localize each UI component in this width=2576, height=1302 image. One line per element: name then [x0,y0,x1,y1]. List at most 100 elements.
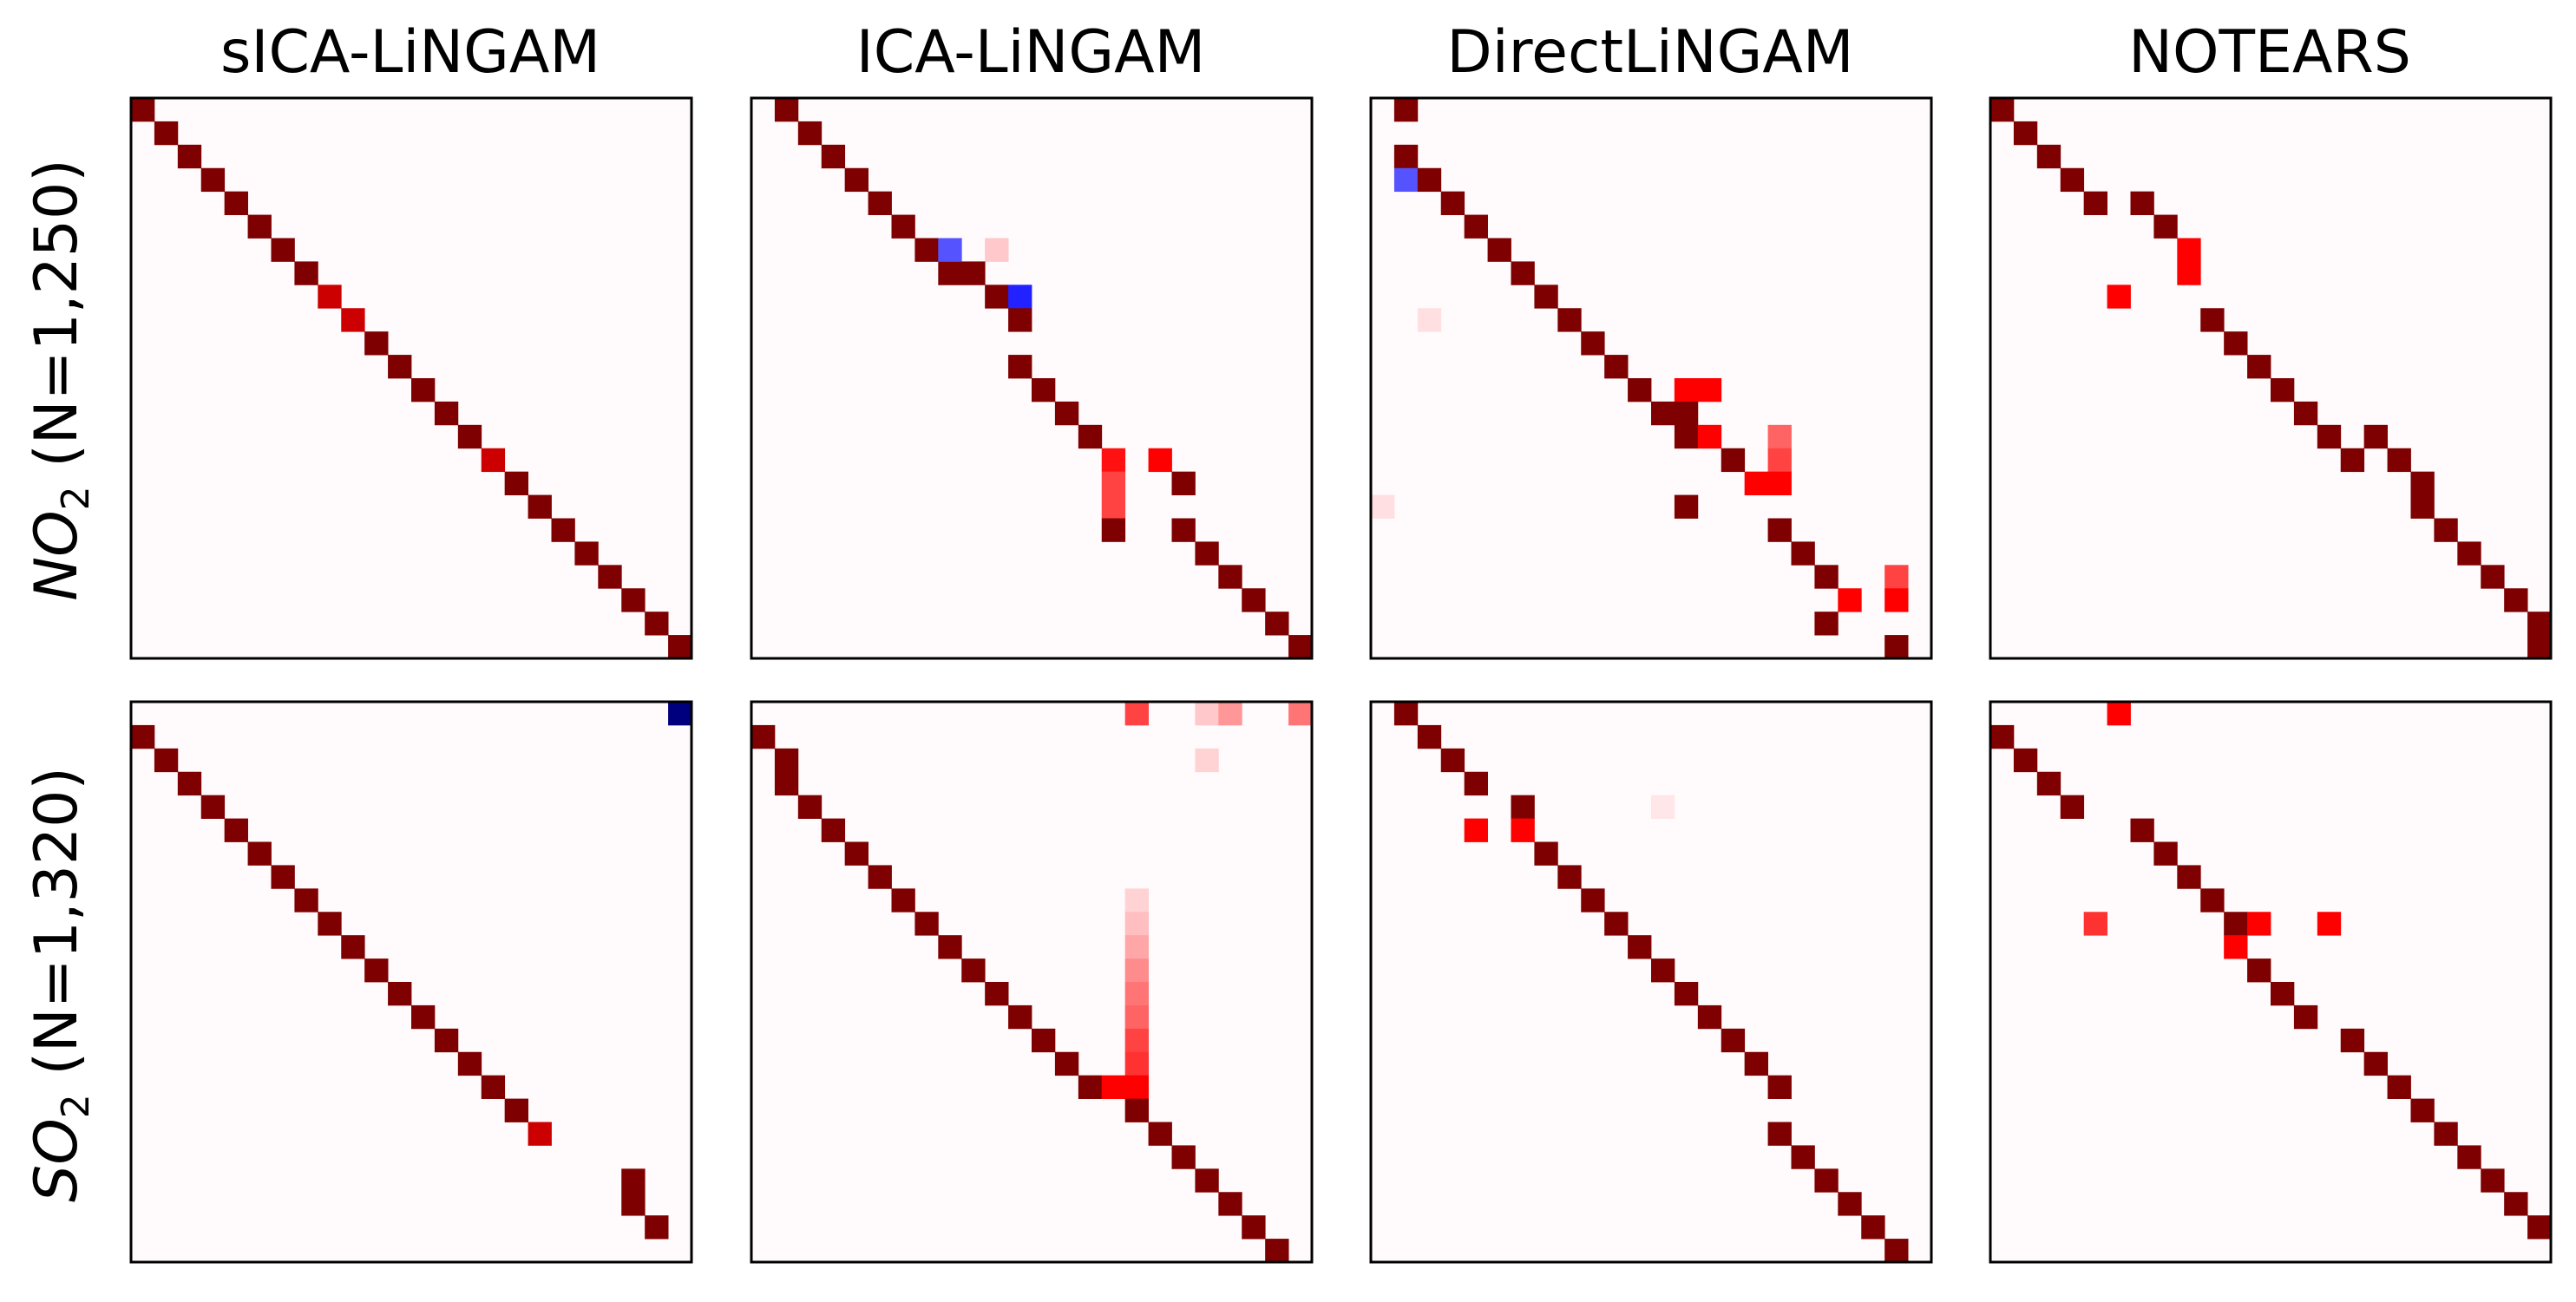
heatmap-cell [154,121,179,146]
heatmap-cell [200,795,226,819]
heatmap-cell [2387,1075,2411,1099]
heatmap-cell [1218,565,1242,589]
heatmap-cell [2013,121,2038,146]
panel-frame [750,96,1314,660]
heatmap-cell [868,865,892,889]
heatmap-cell [1674,494,1699,519]
heatmap-cell [1008,308,1032,332]
heatmap-cell [200,167,226,193]
heatmap-cell [1487,238,1511,262]
heatmap-cell [1674,378,1699,402]
heatmap-cell [1464,771,1488,796]
heatmap-panel-0-2 [1369,96,1933,660]
heatmap-cell [1674,982,1699,1006]
heatmap-cell [2504,588,2528,612]
heatmap-cell [1101,1075,1126,1099]
heatmap-cell [1791,1145,1815,1169]
panel-frame [1369,96,1933,660]
heatmap-cell [1511,818,1535,842]
panel-frame [1369,700,1933,1264]
heatmap-panel-1-1 [750,700,1314,1264]
heatmap-cell [797,121,823,146]
heatmap-cell [1288,635,1313,659]
heatmap-cell [1990,98,2015,122]
heatmap-cell [2410,1098,2435,1122]
heatmap-cell [434,401,459,426]
heatmap-cell [411,1004,436,1030]
heatmap-cell [411,378,436,402]
heatmap-cell [2247,959,2271,983]
heatmap-cell [2457,1145,2481,1169]
heatmap-cell [2177,238,2201,262]
heatmap-cell [1767,448,1792,473]
heatmap-cell [1393,167,1419,193]
heatmap-cell [844,167,868,193]
heatmap-cell [2527,1215,2552,1240]
heatmap-cell [1767,1122,1792,1146]
heatmap-cell [2153,214,2178,239]
heatmap-cell [914,912,939,936]
heatmap-cell [224,818,248,842]
heatmap-cell [2434,1122,2458,1146]
heatmap-cell [1195,748,1219,773]
heatmap-panel-0-1 [750,96,1314,660]
heatmap-cell [1464,214,1488,239]
heatmap-cell [1604,355,1629,379]
heatmap-cell [1101,448,1126,473]
heatmap-cell [294,888,318,913]
heatmap-cell [1884,565,1909,589]
heatmap-cell [1124,1075,1149,1099]
column-title-ica-lingam: ICA-LiNGAM [856,18,1206,87]
heatmap-cell [1651,401,1675,426]
heatmap-cell [1440,748,1465,773]
heatmap-cell [1721,1028,1746,1053]
heatmap-cell [341,935,365,959]
heatmap-cell [621,588,646,612]
heatmap-cell [247,214,272,239]
heatmap-cell [2060,167,2085,193]
heatmap-cell [2271,982,2295,1006]
heatmap-cell [2363,424,2388,449]
heatmap-cell [1008,355,1032,379]
heatmap-cell [177,771,202,796]
heatmap-cell [528,1122,552,1146]
heatmap-cell [388,355,412,379]
column-title-notears: NOTEARS [2128,18,2411,87]
heatmap-cell [2317,912,2342,936]
heatmap-cell [1171,518,1196,542]
row-label-so2-chemical: SO [23,1118,91,1202]
heatmap-cell [294,261,318,285]
heatmap-cell [504,1098,528,1122]
heatmap-cell [1195,702,1219,726]
panel-frame [129,700,693,1264]
heatmap-cell [2036,771,2061,796]
heatmap-cell [154,748,179,773]
heatmap-cell [1814,565,1839,589]
heatmap-cell [1861,1215,1885,1240]
heatmap-cell [177,144,202,169]
heatmap-cell [774,771,799,796]
heatmap-cell [774,748,799,773]
heatmap-cell [2527,612,2552,636]
heatmap-cell [2130,191,2154,215]
heatmap-cell [2083,191,2107,215]
heatmap-cell [2271,378,2295,402]
heatmap-cell [1124,912,1149,936]
heatmap-cell [1265,1239,1289,1263]
heatmap-cell [1124,959,1149,983]
heatmap-cell [1171,471,1196,495]
panel-frame [129,96,693,660]
heatmap-cell [2200,888,2225,913]
heatmap-cell [1721,448,1746,473]
heatmap-cell [2153,841,2178,866]
heatmap-cell [1008,1004,1032,1030]
heatmap-cell [1628,378,1652,402]
heatmap-cell [2363,1051,2388,1076]
heatmap-cell [1464,818,1488,842]
heatmap-cell [914,238,939,262]
heatmap-cell [481,448,506,473]
heatmap-cell [668,635,692,659]
heatmap-cell [1148,448,1172,473]
heatmap-cell [1628,935,1652,959]
heatmap-cell [1767,424,1792,449]
